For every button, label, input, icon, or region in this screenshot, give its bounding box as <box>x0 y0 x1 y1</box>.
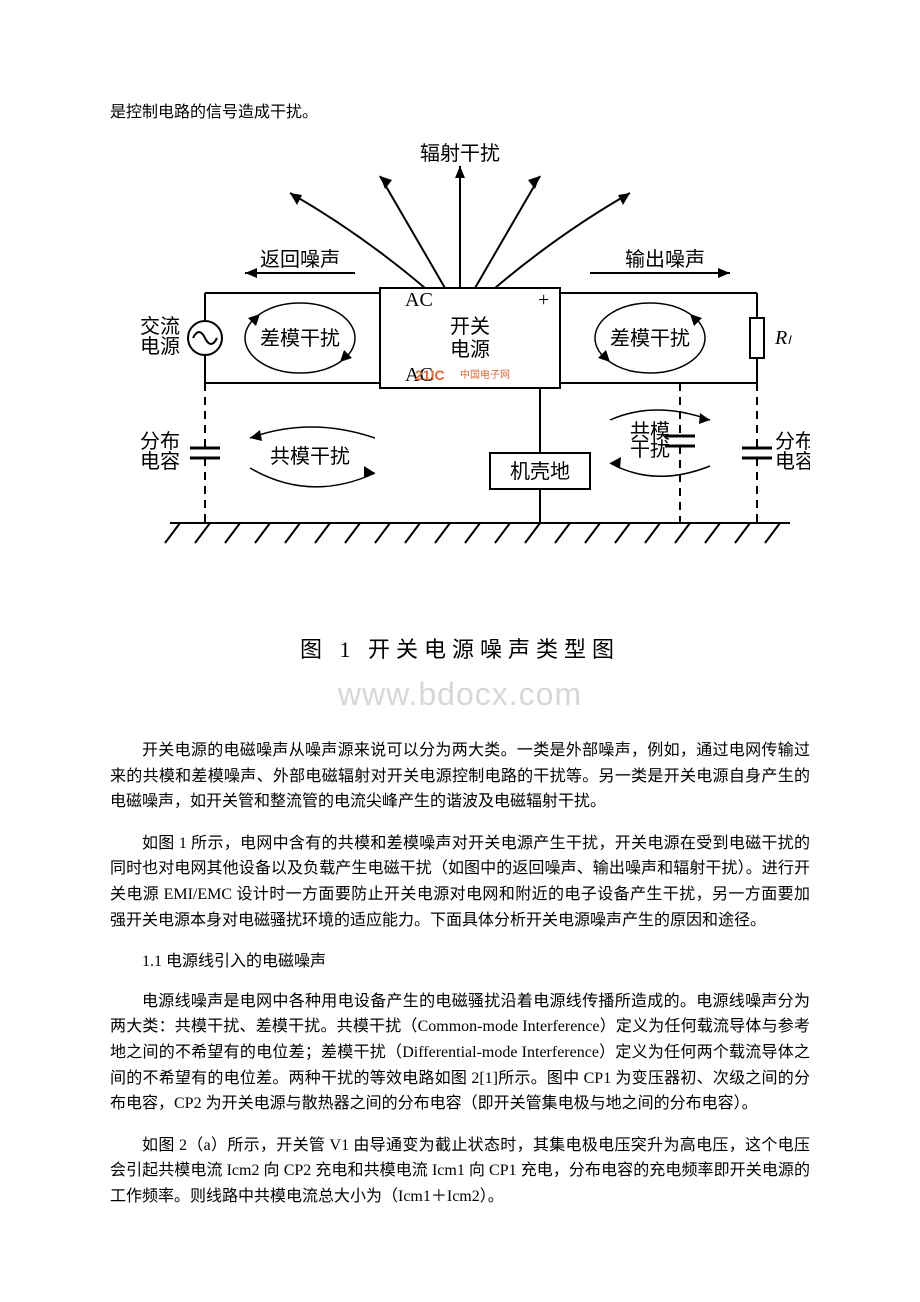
label-dist-cap-l1: 分布 <box>140 430 180 453</box>
paragraph-4: 如图 2（a）所示，开关管 V1 由导通变为截止状态时，其集电极电压突升为高电压… <box>110 1133 810 1210</box>
label-radiation: 辐射干扰 <box>420 142 500 165</box>
label-rl: Rₗ <box>774 327 792 349</box>
label-return-noise: 返回噪声 <box>260 248 340 271</box>
inner-watermark-icon: 21IC <box>415 367 445 383</box>
label-chassis: 机壳地 <box>510 460 570 483</box>
label-dist-cap-r1: 分布 <box>775 430 810 453</box>
label-cm-left: 共模干扰 <box>270 445 350 468</box>
intro-text: 是控制电路的信号造成干扰。 <box>110 100 810 126</box>
noise-diagram-svg: 辐射干扰 AC AC + 开关 电源 21IC 中国电子网 交流 电源 返回噪声 <box>110 138 810 628</box>
label-diff-right: 差模干扰 <box>610 327 690 350</box>
section-1-1-title: 1.1 电源线引入的电磁噪声 <box>110 949 810 975</box>
figure-1-caption: 图 1 开关电源噪声类型图 <box>110 632 810 667</box>
label-ac-source-1: 交流 <box>140 315 180 338</box>
label-cm-right-2: 干扰 <box>630 438 670 461</box>
label-smps-1: 开关 <box>450 315 490 338</box>
page-watermark: www.bdocx.com <box>110 669 810 720</box>
label-ac-source-2: 电源 <box>140 335 180 358</box>
label-output-noise: 输出噪声 <box>625 248 705 271</box>
paragraph-2: 如图 1 所示，电网中含有的共模和差模噪声对开关电源产生干扰，开关电源在受到电磁… <box>110 831 810 933</box>
label-diff-left: 差模干扰 <box>260 327 340 350</box>
paragraph-3: 电源线噪声是电网中各种用电设备产生的电磁骚扰沿着电源线传播所造成的。电源线噪声分… <box>110 989 810 1117</box>
label-plus: + <box>538 289 549 311</box>
label-ac-top: AC <box>405 289 433 311</box>
label-dist-cap-l2: 电容 <box>140 450 180 473</box>
inner-watermark-sub: 中国电子网 <box>460 368 510 381</box>
label-smps-2: 电源 <box>450 338 490 361</box>
paragraph-1: 开关电源的电磁噪声从噪声源来说可以分为两大类。一类是外部噪声，例如，通过电网传输… <box>110 738 810 815</box>
figure-1-diagram: 辐射干扰 AC AC + 开关 电源 21IC 中国电子网 交流 电源 返回噪声 <box>110 138 810 667</box>
label-dist-cap-r2: 电容 <box>775 450 810 473</box>
